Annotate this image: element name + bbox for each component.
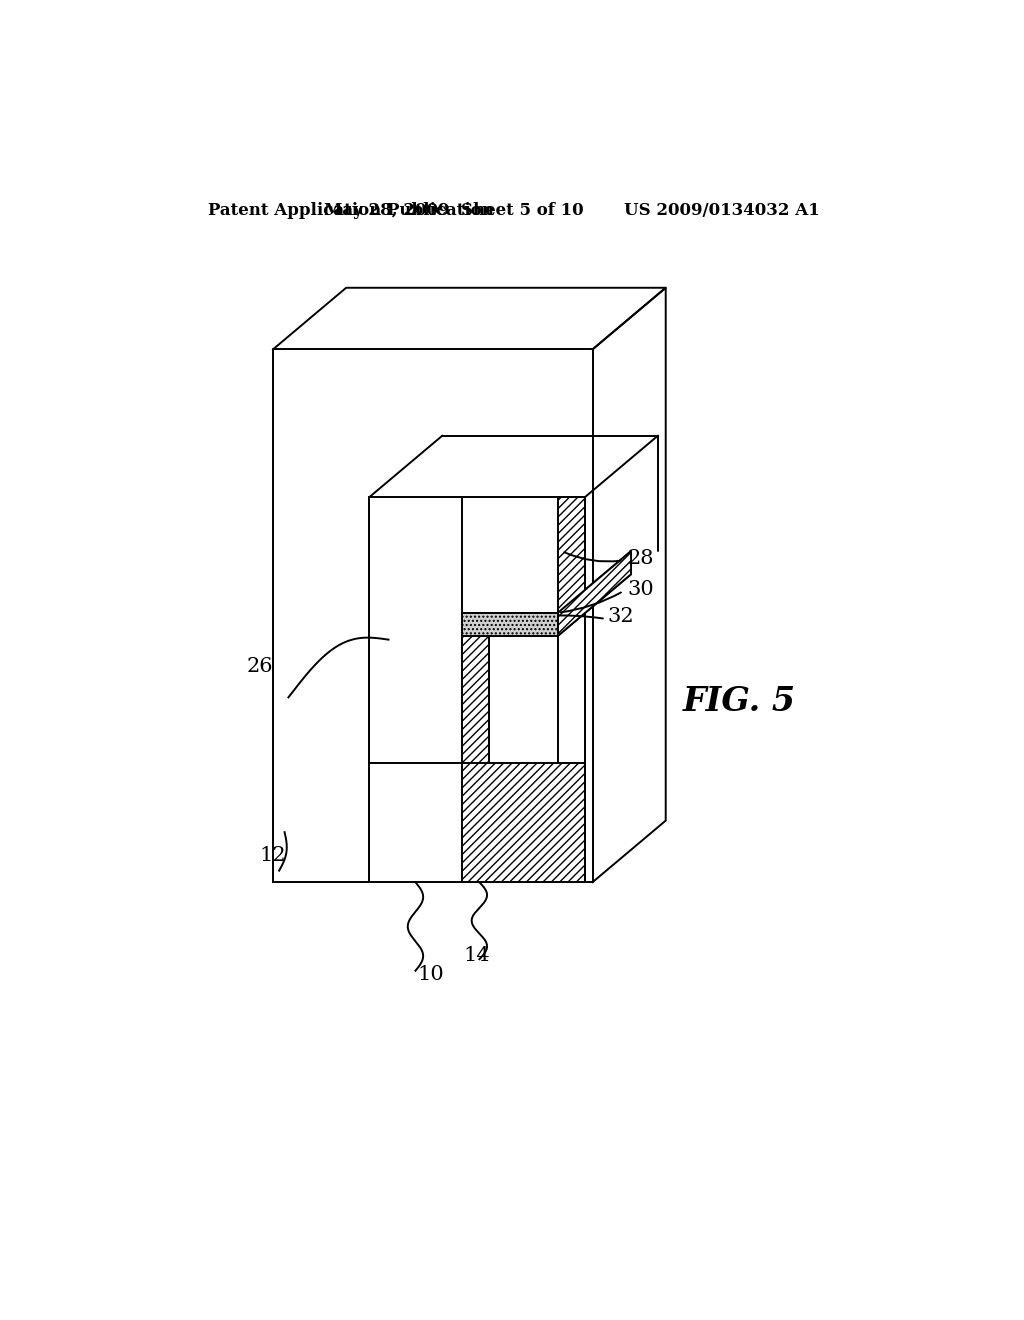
Text: US 2009/0134032 A1: US 2009/0134032 A1 — [624, 202, 819, 219]
Polygon shape — [558, 552, 631, 636]
Bar — [462, 763, 585, 882]
Text: 10: 10 — [418, 965, 444, 985]
Text: 26: 26 — [247, 657, 273, 676]
Text: May 28, 2009  Sheet 5 of 10: May 28, 2009 Sheet 5 of 10 — [325, 202, 584, 219]
Text: 30: 30 — [628, 579, 654, 599]
Bar — [462, 636, 488, 763]
Text: 32: 32 — [607, 607, 634, 626]
Text: 28: 28 — [628, 549, 654, 569]
Text: 12: 12 — [260, 846, 287, 865]
Text: FIG. 5: FIG. 5 — [682, 685, 796, 718]
Bar — [558, 498, 585, 612]
Text: 14: 14 — [464, 946, 490, 965]
Text: Patent Application Publication: Patent Application Publication — [208, 202, 494, 219]
Bar — [462, 612, 558, 636]
